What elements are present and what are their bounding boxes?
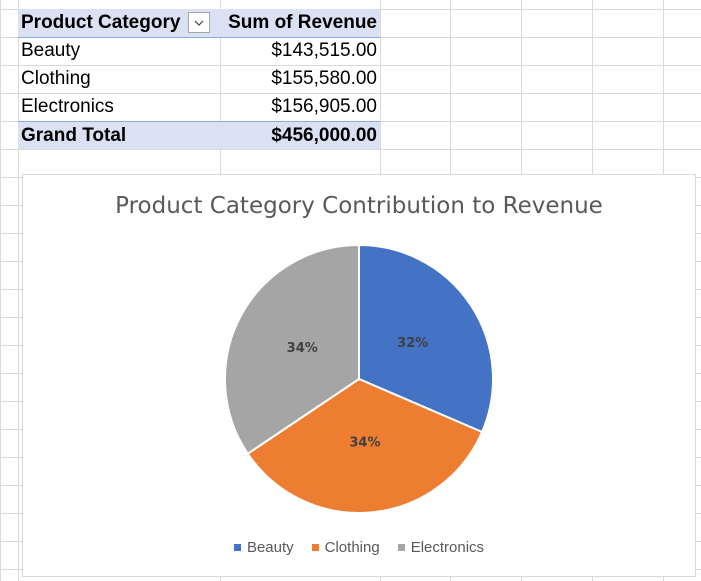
legend-swatch <box>233 544 241 551</box>
pie-data-label: 34% <box>349 436 380 451</box>
grand-total-value[interactable]: $456,000.00 <box>220 121 380 149</box>
pivot-row-category[interactable]: Beauty <box>21 40 81 61</box>
legend-item-electronics: Electronics <box>397 539 485 556</box>
legend-item-beauty: Beauty <box>233 539 294 556</box>
pie-slice-beauty[interactable] <box>358 243 494 434</box>
pivot-row: Clothing $155,580.00 <box>18 65 380 93</box>
pie-chart[interactable]: Product Category Contribution to Revenue… <box>22 174 696 577</box>
pie-slice-electronics[interactable] <box>224 243 360 456</box>
filter-dropdown-button[interactable] <box>188 12 210 33</box>
pie-plot: 32% 34% 34% <box>224 243 494 514</box>
pivot-header-category[interactable]: Product Category <box>18 9 220 37</box>
legend-swatch <box>311 544 319 551</box>
pivot-row-revenue[interactable]: $155,580.00 <box>271 68 377 89</box>
pivot-total-row: Grand Total $456,000.00 <box>18 121 380 149</box>
pivot-header-row: Product Category Sum of Revenue <box>18 9 380 38</box>
pivot-row-revenue[interactable]: $143,515.00 <box>271 40 377 61</box>
chart-legend: Beauty Clothing Electronics <box>23 539 695 556</box>
grand-total-label[interactable]: Grand Total <box>18 121 220 149</box>
chart-title: Product Category Contribution to Revenue <box>115 193 603 219</box>
legend-label: Clothing <box>324 539 380 556</box>
legend-item-clothing: Clothing <box>311 539 380 556</box>
pivot-row: Electronics $156,905.00 <box>18 93 380 121</box>
pivot-header-revenue[interactable]: Sum of Revenue <box>220 9 380 37</box>
legend-label: Electronics <box>410 539 485 556</box>
pivot-row-category[interactable]: Clothing <box>21 68 91 89</box>
pie-data-label: 34% <box>287 341 318 356</box>
pivot-row-revenue[interactable]: $156,905.00 <box>271 96 377 117</box>
pivot-row: Beauty $143,515.00 <box>18 37 380 65</box>
pie-slice-clothing[interactable] <box>246 377 484 514</box>
pie-data-label: 32% <box>397 336 428 351</box>
legend-swatch <box>397 544 405 551</box>
chevron-down-icon <box>194 20 204 26</box>
pivot-row-category[interactable]: Electronics <box>21 96 114 117</box>
legend-label: Beauty <box>246 539 294 556</box>
